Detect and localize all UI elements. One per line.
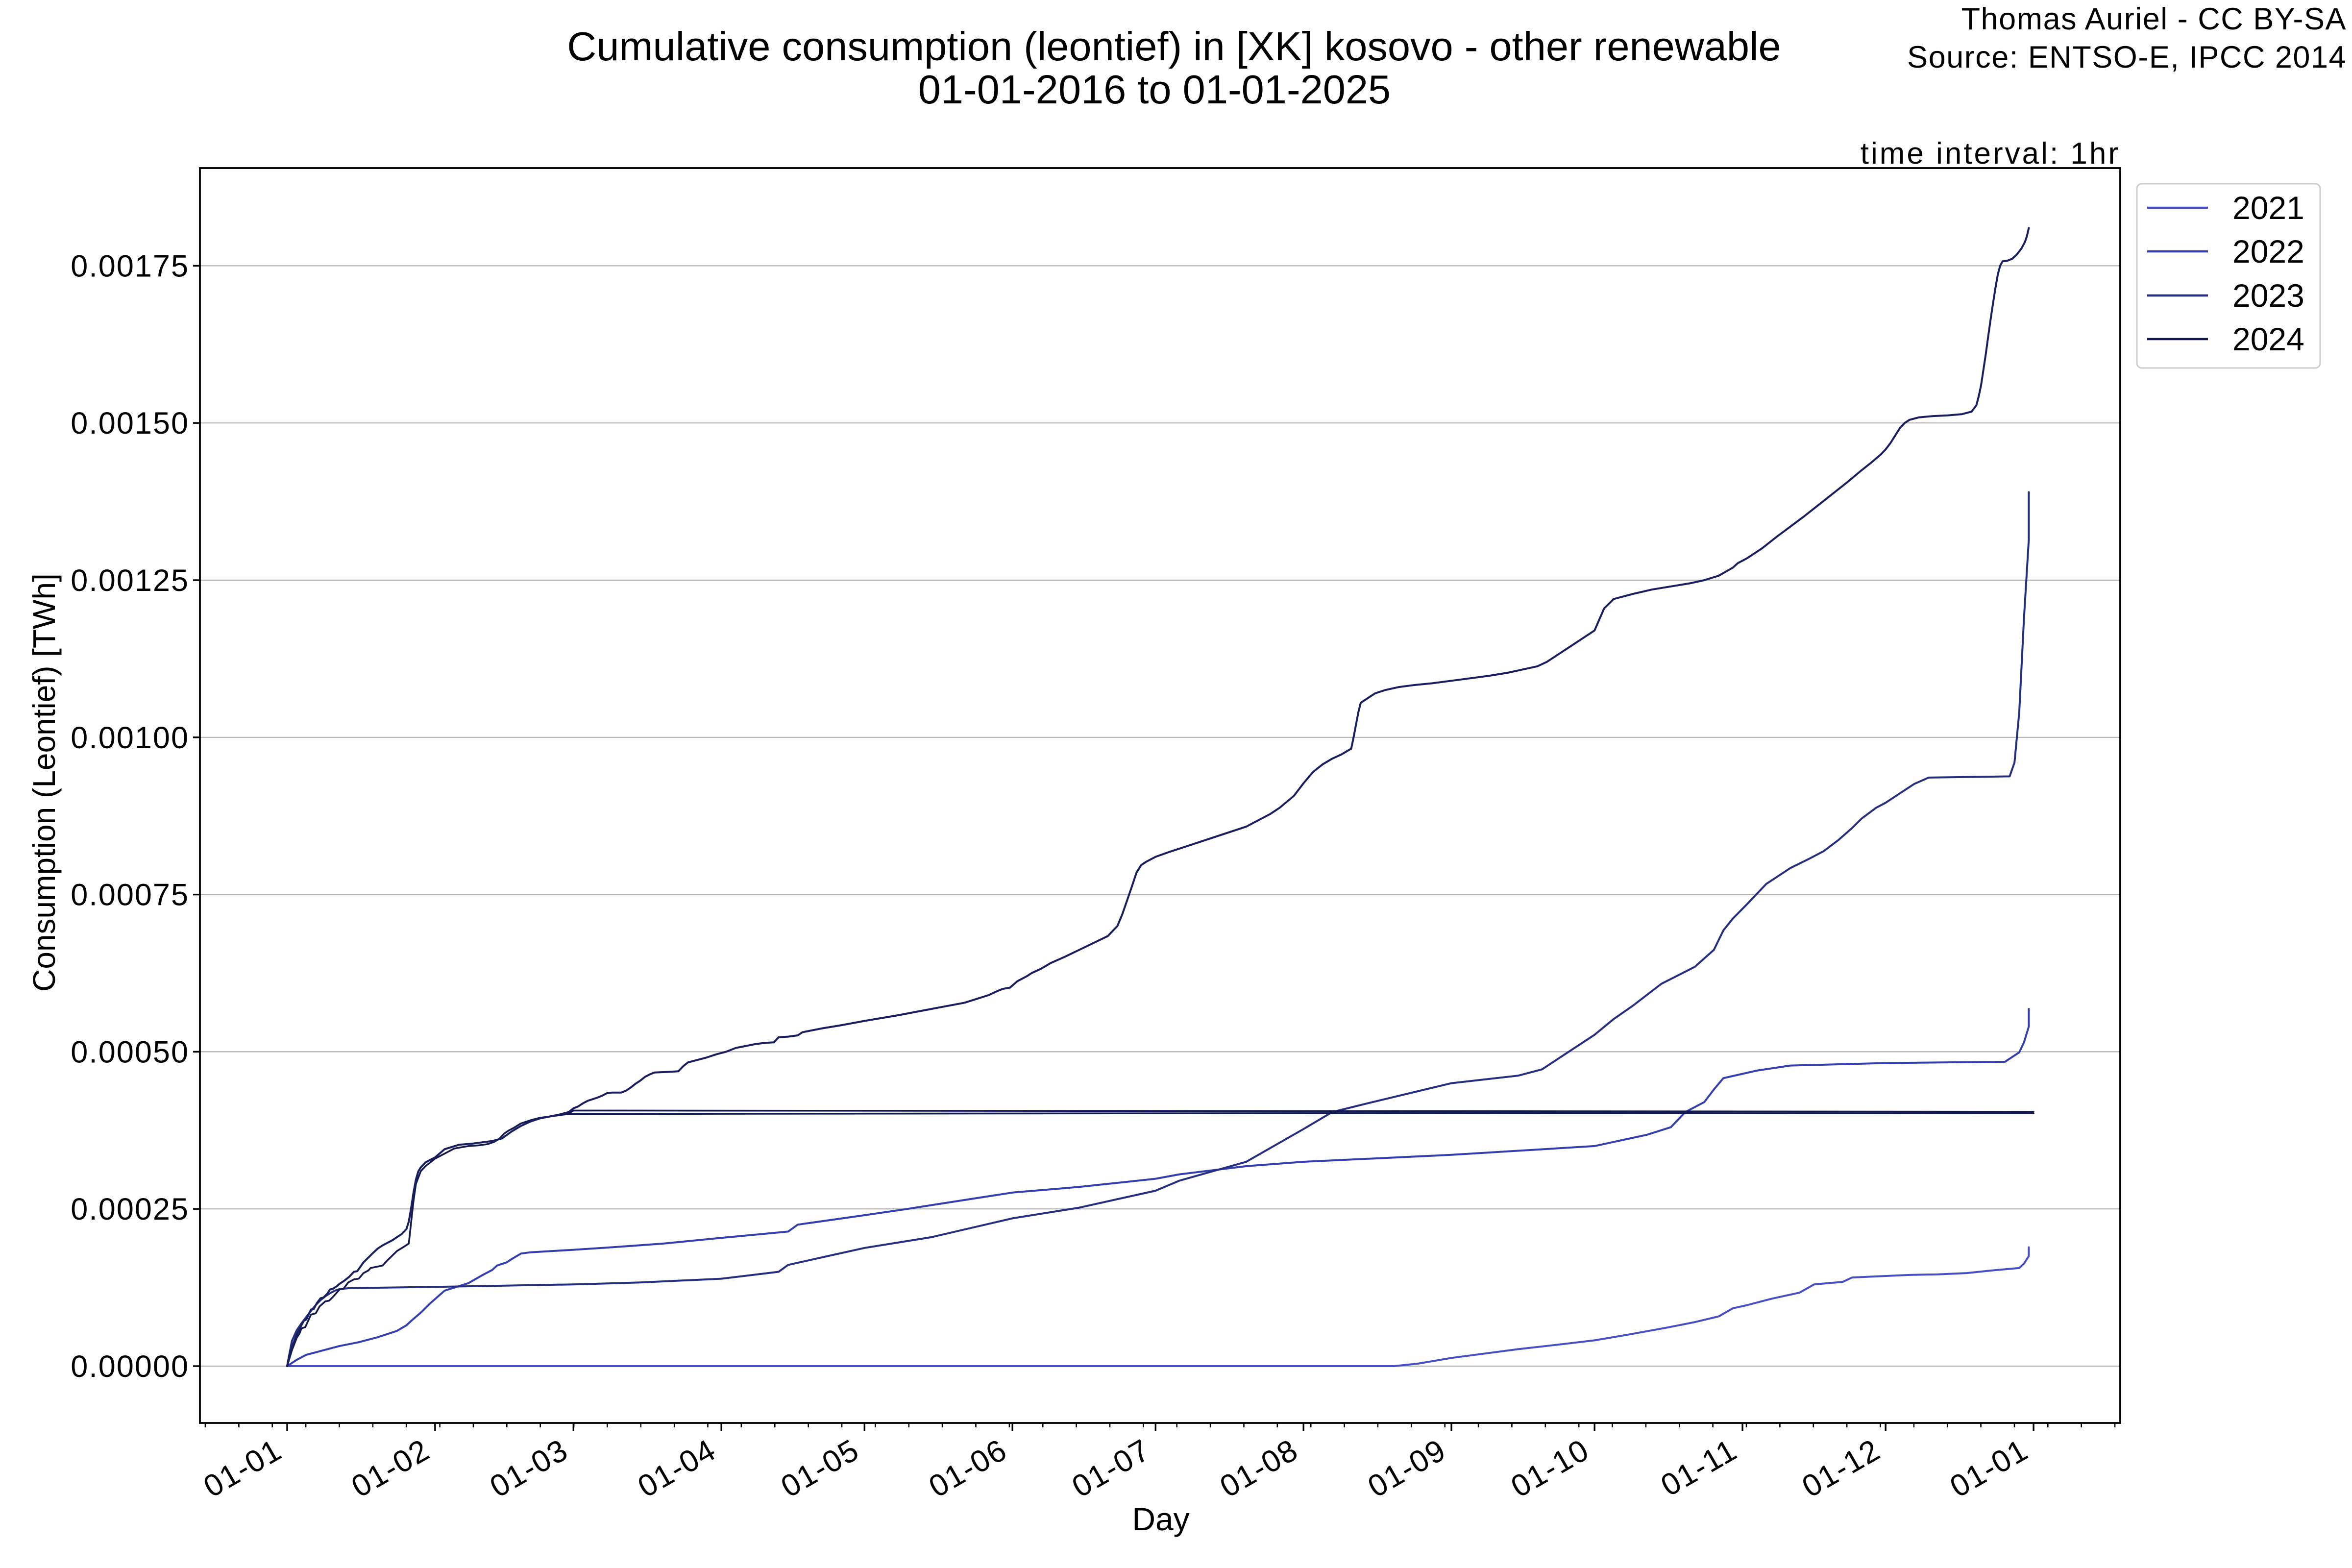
- svg-text:0.00000: 0.00000: [71, 1349, 189, 1384]
- svg-text:0.00050: 0.00050: [71, 1035, 189, 1069]
- svg-text:Day: Day: [1132, 1501, 1189, 1537]
- svg-text:Consumption (Leontief) [TWh]: Consumption (Leontief) [TWh]: [26, 573, 62, 992]
- svg-text:2021: 2021: [2232, 190, 2304, 226]
- svg-text:0.00100: 0.00100: [71, 721, 189, 755]
- svg-text:time interval: 1hr: time interval: 1hr: [1861, 137, 2120, 171]
- svg-text:0.00075: 0.00075: [71, 878, 189, 912]
- svg-text:2022: 2022: [2232, 233, 2304, 270]
- svg-text:0.00125: 0.00125: [71, 564, 189, 598]
- svg-text:0.00025: 0.00025: [71, 1192, 189, 1226]
- svg-text:0.00150: 0.00150: [71, 406, 189, 441]
- svg-text:Thomas Auriel - CC BY-SA: Thomas Auriel - CC BY-SA: [1961, 2, 2347, 36]
- svg-text:0.00175: 0.00175: [71, 249, 189, 283]
- svg-text:2023: 2023: [2232, 277, 2304, 314]
- svg-text:Cumulative consumption (leonti: Cumulative consumption (leontief) in [XK…: [567, 24, 1781, 69]
- svg-text:01-01-2016 to 01-01-2025: 01-01-2016 to 01-01-2025: [918, 67, 1391, 112]
- svg-text:2024: 2024: [2232, 321, 2304, 357]
- svg-text:Source: ENTSO-E, IPCC 2014: Source: ENTSO-E, IPCC 2014: [1907, 40, 2347, 74]
